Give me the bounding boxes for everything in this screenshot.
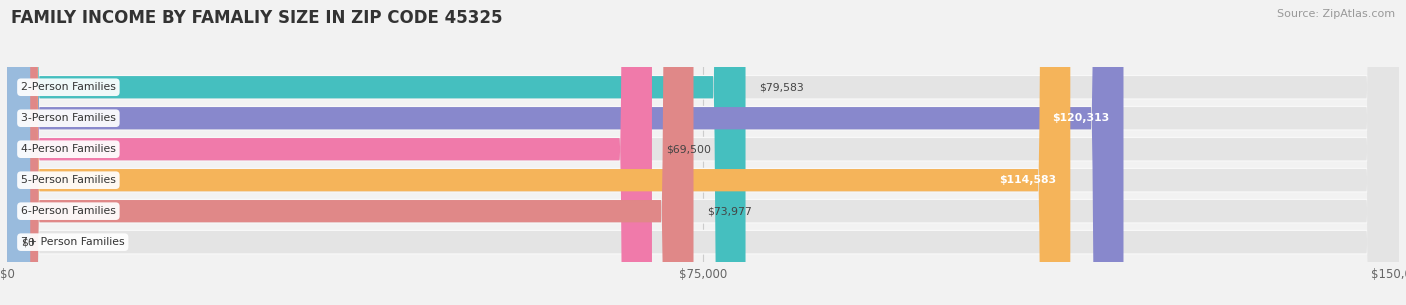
FancyBboxPatch shape	[7, 0, 1399, 305]
Text: $114,583: $114,583	[1000, 175, 1056, 185]
Text: 3-Person Families: 3-Person Families	[21, 113, 115, 123]
FancyBboxPatch shape	[7, 0, 1399, 305]
Text: 2-Person Families: 2-Person Families	[21, 82, 115, 92]
FancyBboxPatch shape	[7, 0, 1399, 305]
FancyBboxPatch shape	[7, 0, 31, 305]
FancyBboxPatch shape	[7, 0, 1399, 305]
FancyBboxPatch shape	[7, 0, 693, 305]
FancyBboxPatch shape	[7, 0, 1070, 305]
FancyBboxPatch shape	[7, 0, 1399, 305]
FancyBboxPatch shape	[7, 0, 1399, 305]
FancyBboxPatch shape	[7, 0, 1399, 305]
Text: $79,583: $79,583	[759, 82, 804, 92]
FancyBboxPatch shape	[7, 0, 1399, 305]
Text: 7+ Person Families: 7+ Person Families	[21, 237, 125, 247]
Text: Source: ZipAtlas.com: Source: ZipAtlas.com	[1277, 9, 1395, 19]
FancyBboxPatch shape	[7, 0, 745, 305]
Text: FAMILY INCOME BY FAMALIY SIZE IN ZIP CODE 45325: FAMILY INCOME BY FAMALIY SIZE IN ZIP COD…	[11, 9, 503, 27]
Text: $69,500: $69,500	[666, 144, 711, 154]
FancyBboxPatch shape	[7, 0, 652, 305]
FancyBboxPatch shape	[7, 0, 1399, 305]
FancyBboxPatch shape	[7, 0, 1399, 305]
Text: 5-Person Families: 5-Person Families	[21, 175, 115, 185]
FancyBboxPatch shape	[7, 0, 1399, 305]
Text: 4-Person Families: 4-Person Families	[21, 144, 115, 154]
Text: $120,313: $120,313	[1052, 113, 1109, 123]
Text: $73,977: $73,977	[707, 206, 752, 216]
Text: 6-Person Families: 6-Person Families	[21, 206, 115, 216]
FancyBboxPatch shape	[7, 0, 1399, 305]
FancyBboxPatch shape	[7, 0, 1123, 305]
Text: $0: $0	[21, 237, 35, 247]
